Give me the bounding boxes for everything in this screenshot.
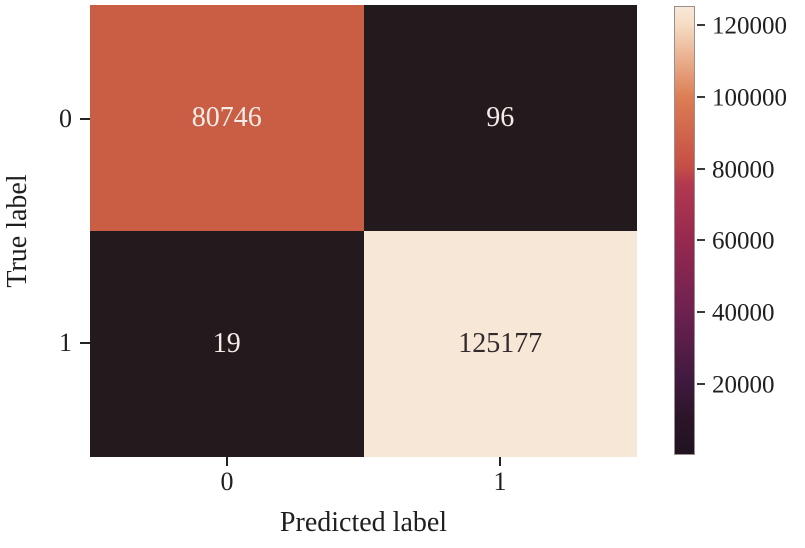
y-tick-label-1: 1 (59, 328, 72, 357)
colorbar-tick-mark-1 (697, 96, 705, 98)
x-tick-mark-0 (226, 457, 228, 466)
heatmap-cell-true0-pred1: 96 (363, 5, 637, 231)
y-tick-label-0: 0 (59, 104, 72, 133)
colorbar-tick-mark-4 (697, 311, 705, 313)
colorbar-tick-mark-5 (697, 383, 705, 385)
colorbar-tick-label-2: 80000 (712, 156, 775, 184)
x-tick-mark-1 (499, 457, 501, 466)
heatmap-cell-true1-pred1: 125177 (363, 231, 637, 457)
colorbar-tick-mark-3 (697, 239, 705, 241)
x-axis-label: Predicted label (279, 507, 448, 538)
colorbar-gradient (675, 7, 694, 454)
colorbar-tick-mark-0 (697, 24, 705, 26)
colorbar-tick-label-1: 100000 (712, 84, 787, 112)
colorbar (674, 6, 695, 455)
colorbar-tick-label-5: 20000 (712, 371, 775, 399)
y-tick-mark-1 (80, 342, 90, 344)
y-axis-label: True label (2, 174, 33, 288)
heatmap-cell-true0-pred0: 80746 (90, 5, 364, 231)
heatmap-cell-true1-pred0: 19 (90, 231, 364, 457)
colorbar-tick-label-0: 120000 (712, 12, 787, 40)
colorbar-tick-label-4: 40000 (712, 299, 775, 327)
y-tick-mark-0 (80, 118, 90, 120)
x-tick-label-0: 0 (220, 467, 234, 496)
heatmap-grid: 80746 96 19 125177 (90, 5, 637, 457)
x-tick-label-1: 1 (493, 467, 507, 496)
colorbar-tick-mark-2 (697, 168, 705, 170)
colorbar-tick-label-3: 60000 (712, 227, 775, 255)
